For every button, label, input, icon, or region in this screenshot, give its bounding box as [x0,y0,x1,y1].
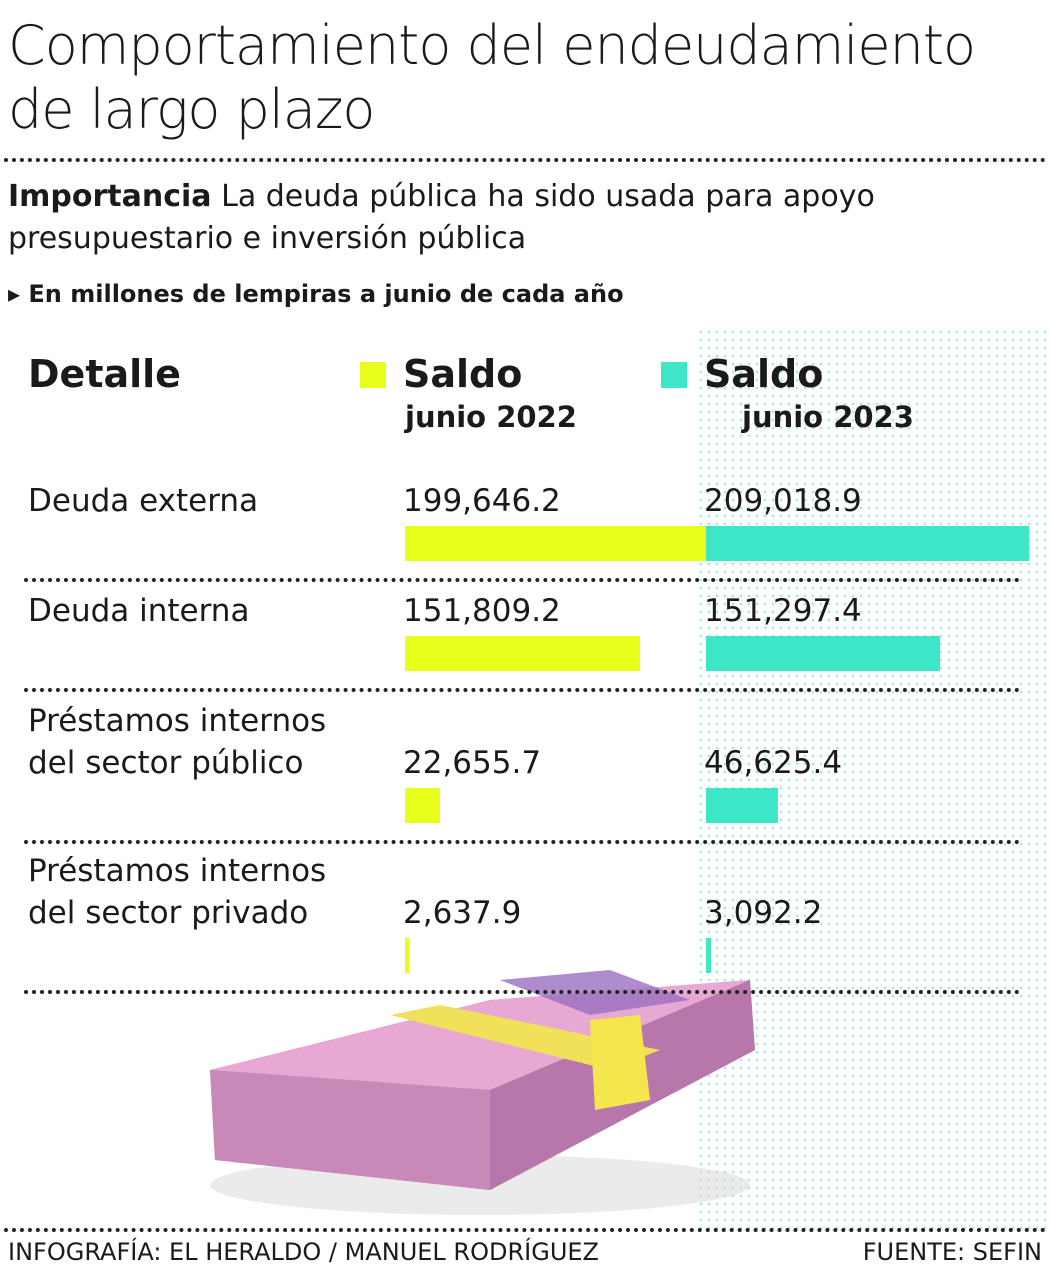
value-label: 46,625.4 [704,745,843,781]
category-header: Detalle [28,352,181,396]
value-label: 199,646.2 [403,483,561,519]
legend-period: junio 2023 [742,400,914,434]
intro: Importancia La deuda pública ha sido usa… [8,176,1008,260]
bar [405,788,440,823]
note-text: En millones de lempiras a junio de cada … [28,280,624,308]
category-label: Préstamos internos del sector público [28,703,327,781]
value-label: 151,809.2 [403,593,561,629]
legend-name: Saldo [403,352,523,396]
value-label: 2,637.9 [403,895,522,931]
bar [706,938,711,973]
legend-name: Saldo [704,352,824,396]
value-label: 3,092.2 [704,895,823,931]
intro-lead: Importancia [8,179,212,214]
category-label: Deuda externa [28,483,259,519]
bar [706,788,779,823]
bar [405,526,714,561]
bar [706,636,940,671]
legend-swatch [661,362,687,388]
bar [405,938,410,973]
credit: INFOGRAFÍA: EL HERALDO / MANUEL RODRÍGUE… [8,1238,599,1266]
column-background [697,328,1047,1230]
value-label: 22,655.7 [403,745,542,781]
legend-swatch [360,362,386,388]
bar [706,526,1029,561]
separator [4,158,1046,162]
legend-period: junio 2022 [405,400,577,434]
intro-text: La deuda pública ha sido usada para apoy… [8,179,875,256]
source: FUENTE: SEFIN [862,1238,1042,1266]
category-label: Préstamos internos del sector privado [28,853,327,931]
separator [4,1228,1046,1232]
bar [405,636,640,671]
title: Comportamiento del endeudamiento de larg… [8,14,976,141]
value-label: 151,297.4 [704,593,862,629]
row-separator [24,990,1020,994]
note: ▸ En millones de lempiras a junio de cad… [8,280,624,308]
category-label: Deuda interna [28,593,250,629]
row-separator [24,840,1020,844]
money-illustration [210,970,755,1215]
row-separator [24,578,1020,582]
value-label: 209,018.9 [704,483,862,519]
row-separator [24,688,1020,692]
